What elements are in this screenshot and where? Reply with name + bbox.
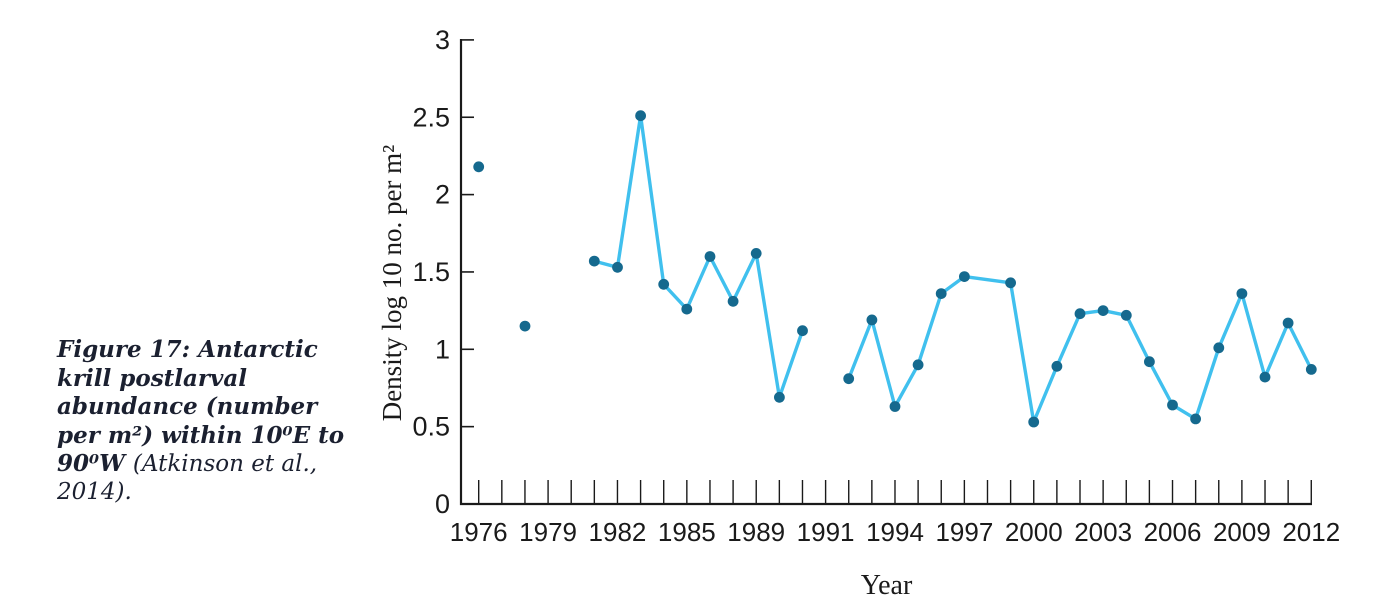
caption-line: 2014).: [57, 479, 397, 507]
x-tick-label: 1994: [866, 517, 924, 547]
x-tick-label: 2009: [1213, 517, 1271, 547]
x-tick-label: 2000: [1005, 517, 1063, 547]
data-point: [1236, 288, 1248, 299]
data-point: [1190, 413, 1201, 425]
caption-line: krill postlarval: [57, 365, 397, 394]
y-tick-label: 1.5: [412, 257, 450, 287]
caption-line: 90⁰W (Atkinson et al.,: [57, 450, 397, 479]
caption-bold-text: 90⁰W: [57, 450, 133, 477]
data-point: [1144, 356, 1155, 368]
y-tick-label: 1: [435, 334, 450, 364]
y-tick-label: 2: [435, 180, 450, 210]
x-tick-label: 1976: [450, 517, 508, 547]
y-tick-label: 0: [435, 489, 450, 519]
data-point: [635, 110, 646, 122]
data-point: [843, 373, 855, 385]
data-point: [866, 314, 878, 326]
data-point: [612, 261, 623, 273]
data-point: [797, 325, 808, 337]
data-point: [473, 161, 485, 173]
data-point: [912, 359, 924, 371]
x-tick-label: 2006: [1144, 517, 1202, 547]
data-point: [1005, 277, 1016, 289]
data-point: [1074, 308, 1086, 320]
y-axis-title: Density log 10 no. per m²: [377, 145, 407, 422]
x-tick-label: 1989: [727, 517, 785, 547]
figure-caption: Figure 17: Antarctic krill postlarval abun…: [57, 336, 397, 506]
x-axis-title: Year: [861, 570, 913, 601]
data-point: [959, 271, 970, 282]
data-point: [658, 278, 670, 290]
data-point: [774, 391, 785, 403]
data-point: [1167, 399, 1178, 411]
x-tick-label: 2003: [1074, 517, 1132, 547]
data-point: [519, 320, 531, 332]
data-point: [750, 248, 762, 259]
x-tick-label: 1991: [797, 517, 855, 547]
data-point: [1213, 342, 1225, 354]
axis-lines: [459, 39, 1312, 506]
y-tick-label: 3: [435, 25, 450, 55]
caption-line: per m²) within 10⁰E to: [57, 422, 397, 451]
data-point: [1282, 317, 1294, 329]
series-line: [592, 113, 805, 399]
caption-bold-text: abundance (number: [57, 393, 318, 420]
data-point: [1028, 416, 1040, 428]
data-point: [1097, 305, 1109, 316]
x-tick-label: 1997: [935, 517, 993, 547]
y-tick-label: 0.5: [412, 412, 450, 442]
y-tick-label: 2.5: [412, 102, 450, 132]
series-line: [847, 274, 1314, 424]
data-point: [1259, 371, 1271, 383]
data-point: [889, 401, 901, 412]
data-point: [681, 303, 693, 315]
data-point: [1305, 364, 1317, 375]
data-point: [588, 255, 600, 267]
caption-regular-text: 2014).: [57, 478, 132, 505]
caption-line: abundance (number: [57, 393, 397, 422]
data-point: [1120, 309, 1132, 321]
x-tick-label: 1985: [658, 517, 716, 547]
x-tick-label: 1982: [589, 517, 647, 547]
data-point: [727, 295, 739, 307]
data-point: [1051, 360, 1063, 372]
caption-bold-text: Figure 17: Antarctic: [57, 336, 318, 363]
caption-bold-text: krill postlarval: [57, 364, 248, 392]
data-point: [704, 251, 716, 262]
caption-bold-text: per m²) within 10⁰E to: [57, 421, 345, 449]
caption-line: Figure 17: Antarctic: [57, 336, 397, 365]
caption-regular-text: (Atkinson et al.,: [132, 451, 318, 477]
x-tick-label: 1979: [519, 517, 577, 547]
data-point: [935, 288, 947, 299]
x-tick-label: 2012: [1282, 517, 1340, 547]
